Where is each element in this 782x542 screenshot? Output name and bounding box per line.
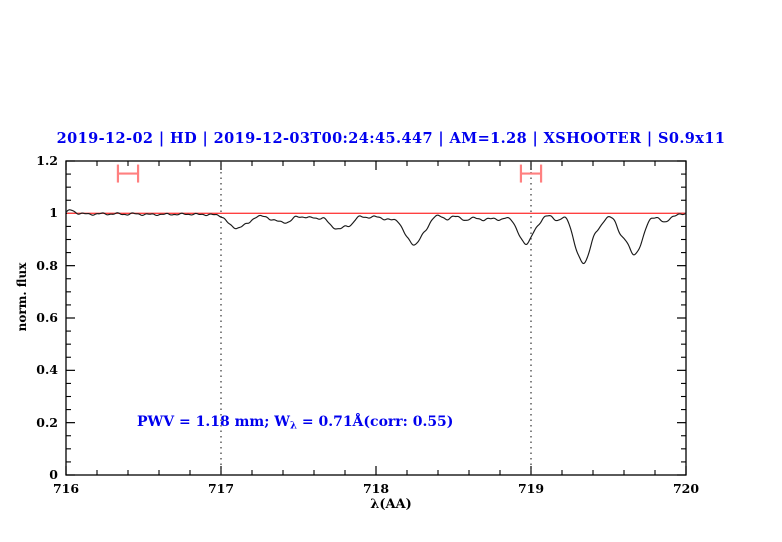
y-tick-label: 0.8 [36, 257, 58, 273]
plot-title: 2019-12-02 | HD | 2019-12-03T00:24:45.44… [56, 130, 726, 147]
x-axis-label: λ(AA) [370, 497, 412, 512]
annotation-tail: = 0.71Å(corr: 0.55) [296, 414, 454, 430]
y-tick-label: 0.2 [36, 414, 58, 430]
y-tick-label: 0.6 [36, 310, 58, 325]
vertical-reference-lines [220, 161, 532, 475]
x-tick-label: 716 [52, 481, 80, 496]
spectrum-line [65, 209, 687, 265]
annotation-head: PWV = 1.18 mm; W [137, 414, 290, 430]
y-tick-label: 0 [49, 467, 58, 482]
x-tick-label: 718 [362, 481, 390, 496]
x-tick-label: 719 [517, 481, 545, 496]
spectrum-trace [65, 209, 687, 265]
x-tick-label: 717 [207, 481, 235, 496]
annotation-subscript: λ [289, 420, 297, 432]
y-tick-label: 1.2 [36, 153, 58, 168]
x-tick-label: 720 [672, 481, 700, 496]
plot-frame [65, 160, 687, 476]
y-tick-label: 1 [49, 205, 58, 221]
y-tick-label: 0.4 [36, 362, 58, 378]
error-bar-markers [116, 164, 543, 183]
axis-ticks [65, 160, 687, 476]
pwv-annotation: PWV = 1.18 mm; Wλ = 0.71Å(corr: 0.55) [137, 414, 453, 432]
